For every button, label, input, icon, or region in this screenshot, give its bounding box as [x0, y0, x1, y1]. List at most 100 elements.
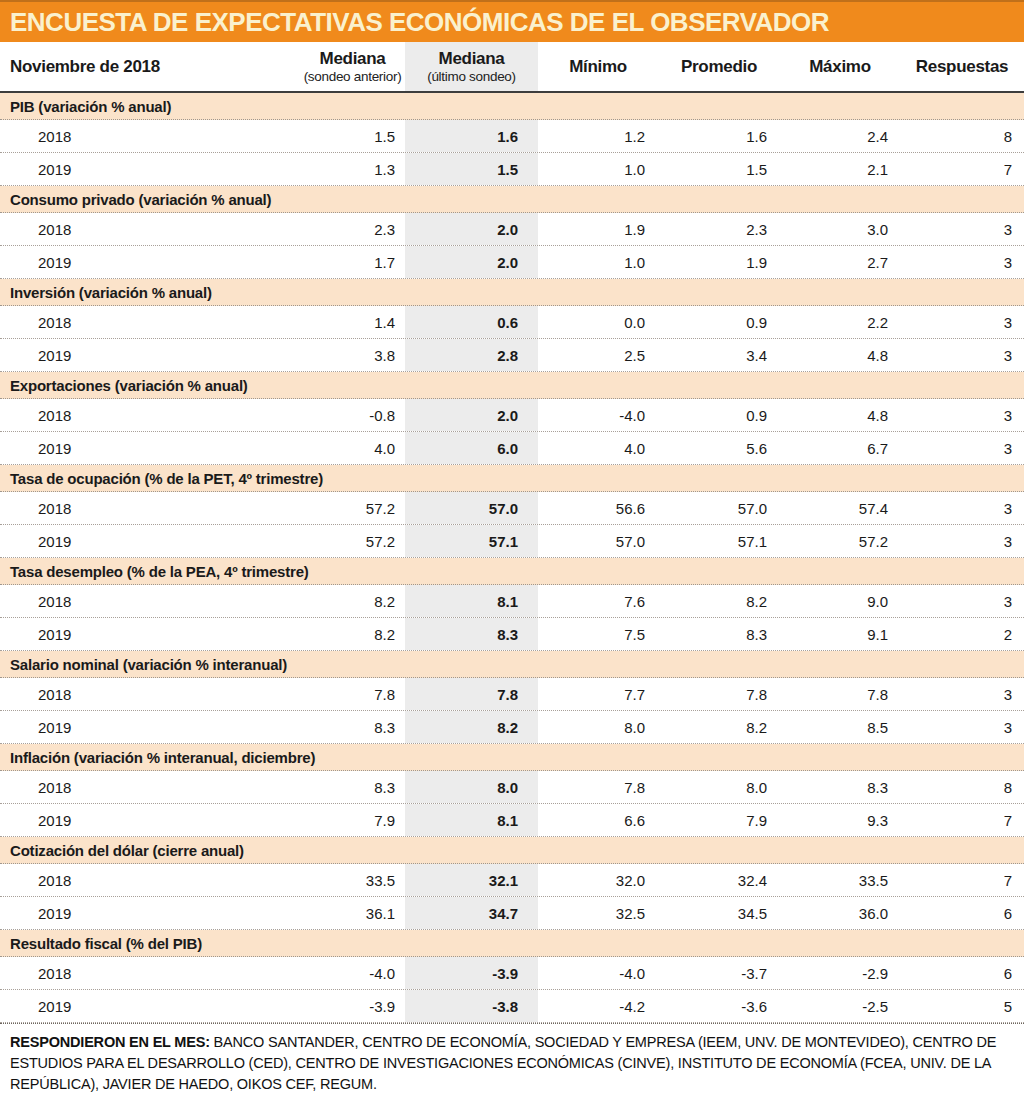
period-label: Noviembre de 2018 [10, 57, 160, 77]
year-label: 2018 [0, 864, 300, 896]
cell-value: 7.8 [658, 678, 780, 710]
year-label: 2019 [0, 432, 300, 464]
table-row: 20198.28.37.58.39.12 [0, 618, 1024, 651]
cell-value: 2.5 [538, 339, 658, 371]
cell-value: -3.9 [300, 990, 405, 1022]
cell-value: 1.9 [658, 246, 780, 278]
cell-value: 7.6 [538, 585, 658, 617]
cell-value: 36.0 [780, 897, 900, 929]
table-body: PIB (variación % anual)20181.51.61.21.62… [0, 93, 1024, 1023]
cell-value: 7.5 [538, 618, 658, 650]
cell-value: 3 [900, 525, 1024, 557]
cell-value: 3 [900, 213, 1024, 245]
cell-value: 2.4 [780, 120, 900, 152]
cell-value: 7 [900, 804, 1024, 836]
year-label: 2018 [0, 585, 300, 617]
period-header-cell: Noviembre de 2018 [0, 42, 300, 91]
year-label: 2018 [0, 120, 300, 152]
cell-value: -3.6 [658, 990, 780, 1022]
table-row: 20187.87.87.77.87.83 [0, 678, 1024, 711]
cell-value: 2.0 [405, 213, 538, 245]
cell-value: 8.0 [405, 771, 538, 803]
table-header-row: Noviembre de 2018 Mediana (sondeo anteri… [0, 42, 1024, 93]
cell-value: 1.0 [538, 153, 658, 185]
table-row: 20191.72.01.01.92.73 [0, 246, 1024, 279]
cell-value: 6.6 [538, 804, 658, 836]
cell-value: 0.0 [538, 306, 658, 338]
cell-value: 8.5 [780, 711, 900, 743]
cell-value: 3 [900, 492, 1024, 524]
section-header: Tasa desempleo (% de la PEA, 4º trimestr… [0, 558, 1024, 585]
column-header-promedio: Promedio [658, 42, 780, 91]
table-row: 2018-0.82.0-4.00.94.83 [0, 399, 1024, 432]
table-row: 20193.82.82.53.44.83 [0, 339, 1024, 372]
year-label: 2018 [0, 399, 300, 431]
cell-value: 3.8 [300, 339, 405, 371]
cell-value: 34.5 [658, 897, 780, 929]
cell-value: 6.0 [405, 432, 538, 464]
year-label: 2018 [0, 771, 300, 803]
column-header-respuestas: Respuestas [900, 42, 1024, 91]
cell-value: 2.2 [780, 306, 900, 338]
cell-value: 7.8 [538, 771, 658, 803]
cell-value: 57.2 [780, 525, 900, 557]
cell-value: -0.8 [300, 399, 405, 431]
cell-value: -4.0 [538, 399, 658, 431]
cell-value: 3 [900, 432, 1024, 464]
section-header: Tasa de ocupación (% de la PET, 4º trime… [0, 465, 1024, 492]
table-row: 201936.134.732.534.536.06 [0, 897, 1024, 930]
cell-value: 57.0 [405, 492, 538, 524]
cell-value: 8.1 [405, 804, 538, 836]
cell-value: 9.0 [780, 585, 900, 617]
cell-value: 1.6 [658, 120, 780, 152]
cell-value: 2.0 [405, 399, 538, 431]
column-header-maximo: Máximo [780, 42, 900, 91]
footer-lead: RESPONDIERON EN EL MES: [10, 1034, 210, 1050]
table-row: 201857.257.056.657.057.43 [0, 492, 1024, 525]
section-header: Salario nominal (variación % interanual) [0, 651, 1024, 678]
table-row: 20188.38.07.88.08.38 [0, 771, 1024, 804]
cell-value: 1.9 [538, 213, 658, 245]
cell-value: 34.7 [405, 897, 538, 929]
cell-value: 57.0 [538, 525, 658, 557]
table-row: 20191.31.51.01.52.17 [0, 153, 1024, 186]
cell-value: 3.4 [658, 339, 780, 371]
cell-value: 8.2 [300, 585, 405, 617]
cell-value: 2.8 [405, 339, 538, 371]
title-bar: ENCUESTA DE EXPECTATIVAS ECONÓMICAS DE E… [0, 0, 1024, 42]
table-row: 20188.28.17.68.29.03 [0, 585, 1024, 618]
cell-value: 2.1 [780, 153, 900, 185]
cell-value: 8.1 [405, 585, 538, 617]
cell-value: 33.5 [300, 864, 405, 896]
year-label: 2018 [0, 213, 300, 245]
cell-value: 4.0 [538, 432, 658, 464]
cell-value: 8.2 [658, 711, 780, 743]
table-row: 201957.257.157.057.157.23 [0, 525, 1024, 558]
table-row: 20194.06.04.05.66.73 [0, 432, 1024, 465]
cell-value: 1.5 [405, 153, 538, 185]
cell-value: -2.5 [780, 990, 900, 1022]
cell-value: 1.5 [658, 153, 780, 185]
infographic-table: ENCUESTA DE EXPECTATIVAS ECONÓMICAS DE E… [0, 0, 1024, 1096]
cell-value: 3.0 [780, 213, 900, 245]
cell-value: 32.5 [538, 897, 658, 929]
cell-value: 2.3 [300, 213, 405, 245]
cell-value: 3 [900, 711, 1024, 743]
year-label: 2019 [0, 618, 300, 650]
cell-value: 6.7 [780, 432, 900, 464]
cell-value: 8.0 [538, 711, 658, 743]
cell-value: 57.4 [780, 492, 900, 524]
year-label: 2019 [0, 897, 300, 929]
table-row: 2019-3.9-3.8-4.2-3.6-2.55 [0, 990, 1024, 1023]
cell-value: 0.9 [658, 306, 780, 338]
cell-value: 8.0 [658, 771, 780, 803]
cell-value: 1.3 [300, 153, 405, 185]
cell-value: 57.2 [300, 492, 405, 524]
year-label: 2019 [0, 153, 300, 185]
section-header: PIB (variación % anual) [0, 93, 1024, 120]
cell-value: 8.2 [300, 618, 405, 650]
table-row: 20181.40.60.00.92.23 [0, 306, 1024, 339]
cell-value: 3 [900, 399, 1024, 431]
year-label: 2019 [0, 339, 300, 371]
table-row: 20197.98.16.67.99.37 [0, 804, 1024, 837]
